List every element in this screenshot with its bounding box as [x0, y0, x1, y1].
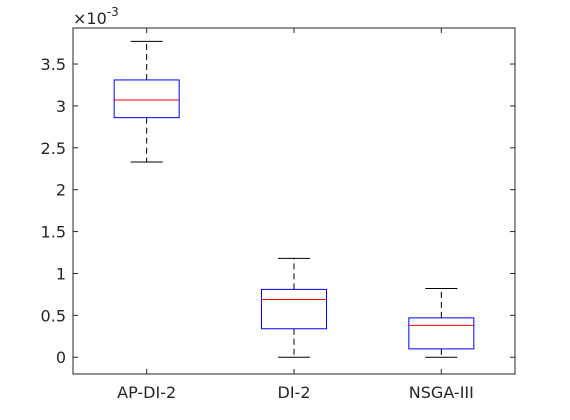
- y-tick-label: 0.5: [41, 306, 66, 325]
- y-tick-label: 3: [56, 97, 66, 116]
- x-tick-label: DI-2: [278, 383, 311, 402]
- boxes: [113, 40, 475, 358]
- iqr-box: [261, 288, 327, 330]
- iqr-box: [113, 79, 180, 119]
- box-di-2: [261, 257, 327, 358]
- box-nsga-iii: [408, 288, 475, 358]
- y-tick-label: 0: [56, 348, 66, 367]
- y-tick-label: 2.5: [41, 139, 66, 158]
- y-axis: 0 0.5 1 1.5 2 2.5 3 3.5: [41, 55, 515, 367]
- iqr-box: [408, 317, 475, 350]
- x-tick-label: NSGA-III: [409, 383, 474, 402]
- box-ap-di-2: [113, 40, 180, 163]
- y-scale-base: ×10: [73, 9, 107, 28]
- y-tick-label: 1.5: [41, 223, 66, 242]
- y-tick-label: 1: [56, 264, 66, 283]
- y-scale-exponent-label: ×10-3: [73, 5, 119, 28]
- x-axis: AP-DI-2 DI-2 NSGA-III: [117, 28, 474, 402]
- y-scale-exponent: -3: [107, 5, 119, 19]
- y-tick-label: 2: [56, 181, 66, 200]
- y-tick-label: 3.5: [41, 55, 66, 74]
- x-tick-label: AP-DI-2: [117, 383, 176, 402]
